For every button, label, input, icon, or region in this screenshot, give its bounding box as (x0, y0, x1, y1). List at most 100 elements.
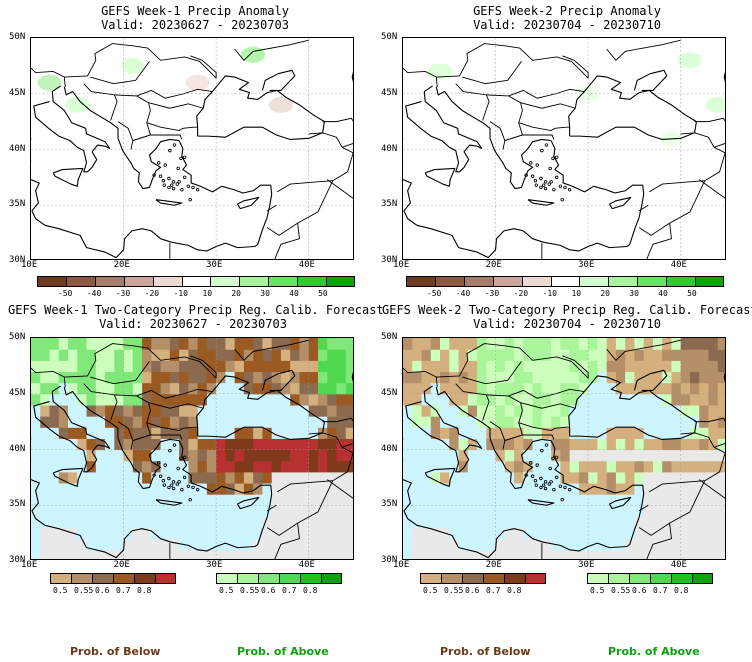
colorbar-label: 30 (629, 289, 639, 298)
coastlines (31, 69, 353, 259)
colorbar-label: -30 (115, 289, 131, 298)
panel3-map (30, 337, 354, 560)
colorbar-label: 0.8 (674, 586, 689, 595)
lon-tick-label: 40E (298, 260, 315, 270)
colorbar-swatch (629, 573, 650, 584)
colorbar-label: -10 (173, 289, 188, 298)
colorbar-label: 0.6 (632, 586, 647, 595)
colorbar-swatch (434, 276, 464, 287)
colorbar-swatch (525, 573, 546, 584)
colorbar-label: -10 (542, 289, 557, 298)
anomaly-colorbar-week1 (37, 276, 355, 287)
lon-tick-label: 10E (393, 560, 410, 570)
colorbar-label: 0.6 (261, 586, 276, 595)
lon-tick-label: 40E (298, 560, 315, 570)
colorbar-swatch (695, 276, 724, 287)
lat-tick-label: 50N (381, 32, 398, 42)
lat-tick-label: 30N (381, 255, 398, 265)
colorbar-label: -20 (144, 289, 160, 298)
lat-tick-label: 45N (9, 387, 26, 398)
colorbar-swatch (113, 573, 134, 584)
colorbar-swatch (268, 276, 298, 287)
lat-tick-label: 40N (9, 443, 26, 454)
colorbar-swatch (608, 276, 638, 287)
lat-tick-label: 30N (381, 555, 398, 565)
colorbar-label: 30 (260, 289, 270, 298)
colorbar-label: -40 (455, 289, 471, 298)
colorbar-swatch (237, 573, 258, 584)
below-colorbar-week1 (50, 573, 176, 584)
islands (524, 143, 572, 202)
lat-tick-label: 35N (381, 499, 398, 510)
colorbar-label: 0.5 (590, 586, 605, 595)
anomaly-shading (37, 46, 293, 113)
country-borders (31, 339, 353, 559)
colorbar-swatch (587, 573, 608, 584)
country-borders (403, 339, 725, 559)
panel2-map (402, 37, 726, 260)
colorbar-label: 0.7 (116, 586, 131, 595)
legend-prob-above-right: Prob. of Above (608, 645, 700, 658)
colorbar-swatch (92, 573, 113, 584)
above-colorbar-week1 (216, 573, 342, 584)
colorbar-swatch (579, 276, 609, 287)
country-borders (31, 39, 353, 259)
colorbar-swatch (504, 573, 525, 584)
country-borders (403, 39, 725, 259)
panel2-title: GEFS Week-2 Precip Anomaly Valid: 2023070… (473, 4, 661, 32)
legend-prob-above-left: Prob. of Above (237, 645, 329, 658)
lat-tick-label: 35N (381, 199, 398, 210)
colorbar-swatch (483, 573, 504, 584)
lat-tick-label: 50N (9, 332, 26, 342)
colorbar-swatch (420, 573, 441, 584)
lat-tick-label: 30N (9, 555, 26, 565)
lat-tick-label: 45N (381, 387, 398, 398)
colorbar-swatch (692, 573, 713, 584)
colorbar-label: 0.55 (74, 586, 94, 595)
colorbar-swatch (521, 276, 551, 287)
lon-tick-label: 10E (21, 260, 38, 270)
colorbar-label: 10 (202, 289, 213, 298)
coastlines (403, 69, 725, 259)
colorbar-swatch (608, 573, 629, 584)
colorbar-label: 0.8 (303, 586, 318, 595)
map-canvas (31, 38, 353, 259)
colorbar-label: -50 (426, 289, 442, 298)
colorbar-label: -40 (86, 289, 102, 298)
colorbar-swatch (297, 276, 327, 287)
map-canvas (31, 338, 353, 559)
colorbar-label: 20 (231, 289, 241, 298)
colorbar-label: 0.5 (219, 586, 234, 595)
colorbar-swatch (671, 573, 692, 584)
lon-tick-label: 20E (113, 560, 130, 570)
colorbar-label: -30 (484, 289, 500, 298)
colorbar-swatch (65, 276, 95, 287)
coastlines (403, 369, 725, 559)
colorbar-swatch (155, 573, 176, 584)
colorbar-swatch (134, 573, 155, 584)
colorbar-label: -50 (57, 289, 73, 298)
colorbar-label: 0.6 (95, 586, 110, 595)
colorbar-label: 0.7 (653, 586, 668, 595)
lon-tick-label: 30E (578, 260, 595, 270)
lat-tick-label: 50N (9, 32, 26, 42)
lon-tick-label: 30E (578, 560, 595, 570)
colorbar-swatch (300, 573, 321, 584)
colorbar-swatch (666, 276, 696, 287)
lat-tick-label: 40N (381, 143, 398, 154)
colorbar-label: 10 (571, 289, 582, 298)
colorbar-swatch (406, 276, 435, 287)
lat-tick-label: 40N (9, 143, 26, 154)
colorbar-swatch (50, 573, 71, 584)
colorbar-swatch (650, 573, 671, 584)
colorbar-swatch (152, 276, 182, 287)
colorbar-swatch (463, 276, 493, 287)
map-canvas (403, 338, 725, 559)
lon-tick-label: 20E (485, 260, 502, 270)
colorbar-swatch (462, 573, 483, 584)
colorbar-label: 0.5 (423, 586, 438, 595)
legend-prob-below-right: Prob. of Below (440, 645, 531, 658)
lon-tick-label: 10E (21, 560, 38, 570)
colorbar-swatch (210, 276, 240, 287)
lat-tick-label: 35N (9, 199, 26, 210)
